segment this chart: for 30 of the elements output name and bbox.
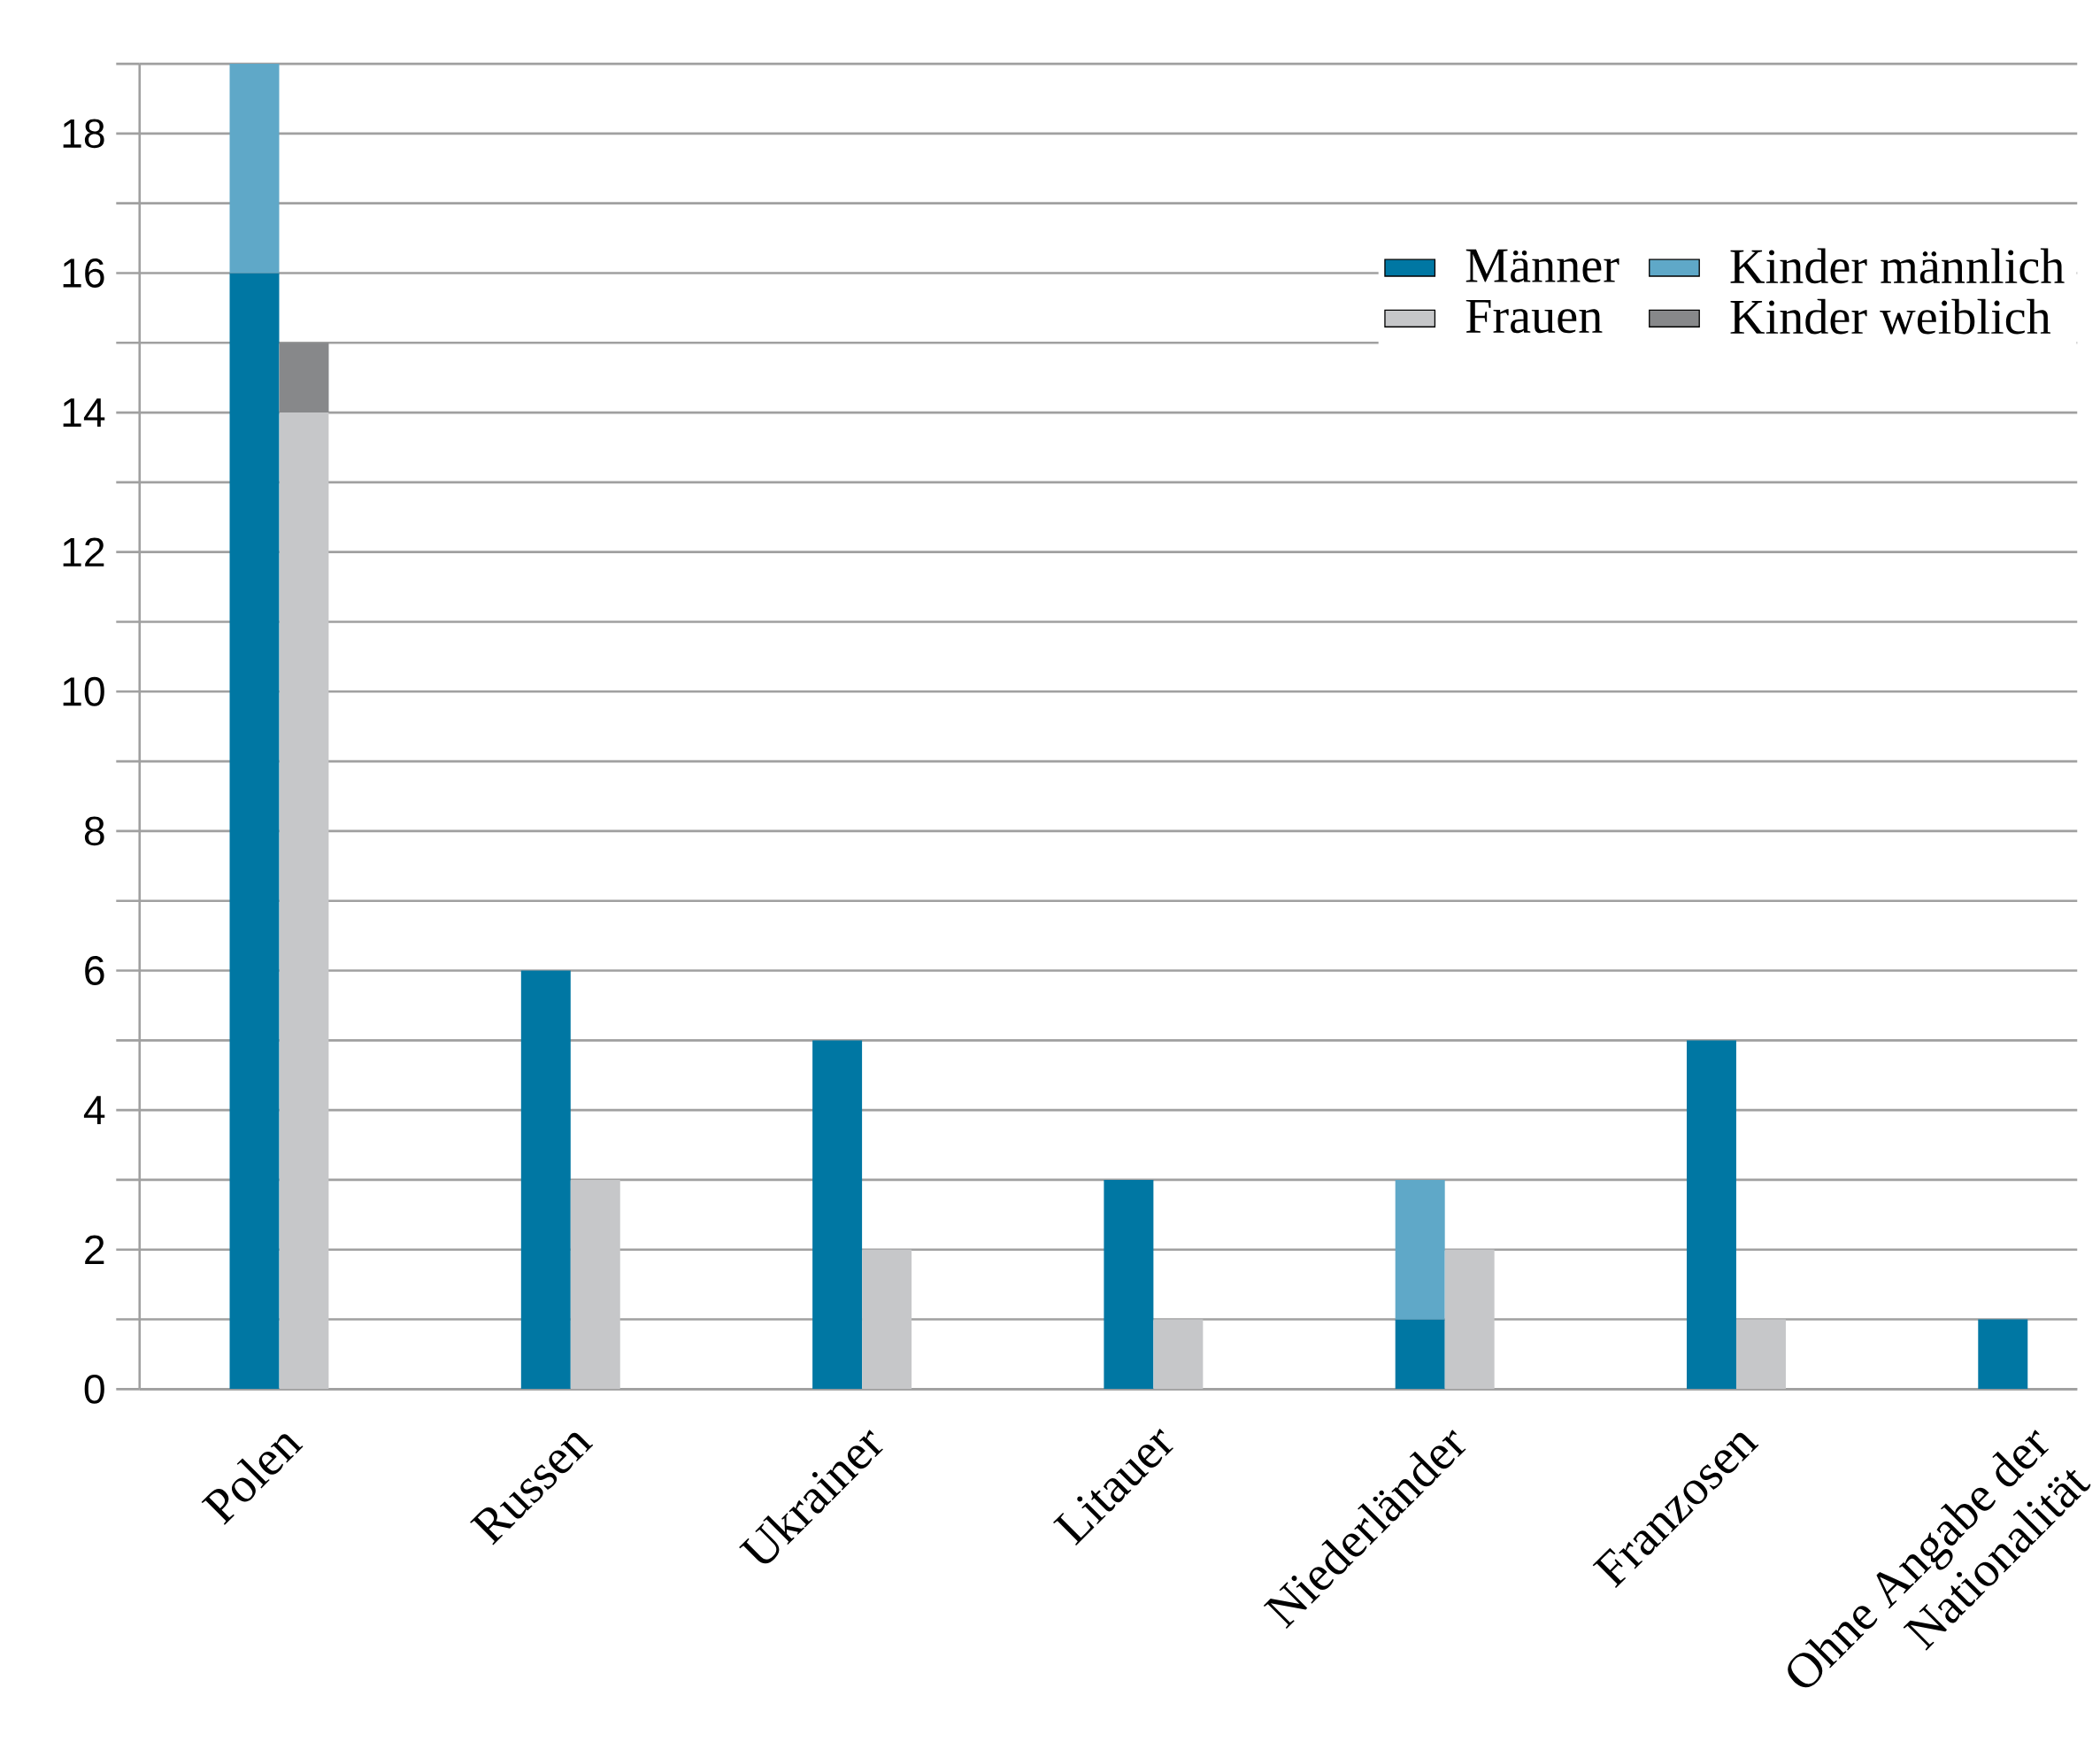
y-tick-label: 16 [63,258,104,288]
bar [279,412,329,1390]
y-tick-label: 10 [63,676,104,706]
y-tick-label: 2 [85,1235,104,1264]
bar [570,1179,620,1390]
legend-label: Kinder weiblich [1730,298,2051,335]
bar [1395,1179,1445,1320]
bar [1153,1319,1204,1390]
y-tick-label: 14 [63,397,105,427]
bar [520,970,571,1390]
bar [812,1040,863,1390]
bar [1687,1040,1736,1390]
bar [229,273,280,1390]
bar [1444,1249,1495,1390]
y-tick-label: 8 [84,816,104,846]
bar [1735,1319,1786,1390]
bar [229,63,280,274]
y-tick-label: 18 [63,119,104,149]
y-tick-label: 0 [84,1374,104,1404]
bar [862,1249,912,1390]
y-tick-label: 12 [63,537,104,567]
bar [1978,1319,2028,1390]
y-tick-label: 4 [83,1095,105,1124]
bar [1395,1319,1445,1390]
y-tick-label: 6 [85,955,104,985]
legend-label: Männer [1465,249,1619,282]
legend-label: Frauen [1465,299,1603,334]
legend-label: Kinder männlich [1730,248,2065,283]
bar [279,343,329,412]
bar [1104,1179,1154,1390]
